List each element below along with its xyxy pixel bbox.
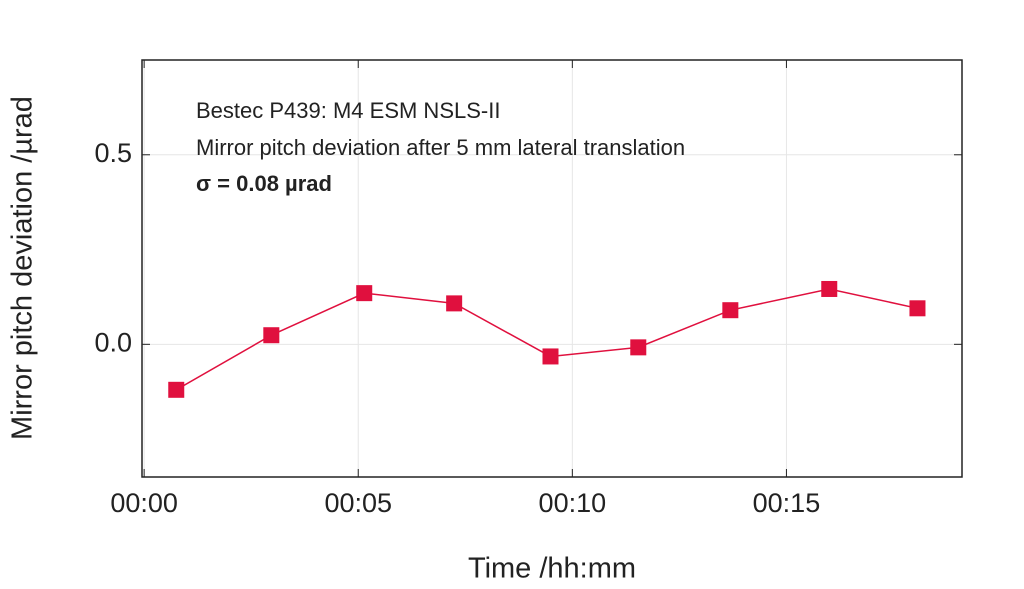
x-tick-label: 00:10 (539, 488, 607, 518)
annotation: σ = 0.08 µrad (196, 171, 332, 196)
x-tick-label: 00:00 (110, 488, 178, 518)
x-tick-label: 00:15 (753, 488, 821, 518)
data-point (168, 381, 185, 398)
data-point (630, 339, 647, 356)
data-point (821, 280, 838, 297)
data-point (446, 295, 463, 312)
annotation: Mirror pitch deviation after 5 mm latera… (196, 135, 685, 160)
y-tick-label: 0.0 (94, 327, 132, 357)
data-point (722, 302, 739, 319)
x-tick-label: 00:05 (324, 488, 392, 518)
y-axis-label: Mirror pitch deviation /µrad (7, 96, 39, 440)
data-point (356, 285, 373, 302)
annotation: Bestec P439: M4 ESM NSLS-II (196, 98, 500, 123)
data-point (542, 348, 559, 365)
data-point (909, 300, 926, 317)
plot-frame (141, 59, 963, 478)
data-line (175, 288, 918, 391)
data-point (263, 327, 280, 344)
x-axis-label: Time /hh:mm (468, 553, 636, 585)
y-tick-label: 0.5 (94, 138, 132, 168)
